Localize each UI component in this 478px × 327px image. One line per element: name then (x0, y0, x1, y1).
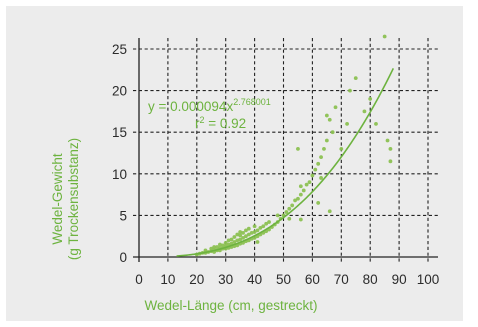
data-point (284, 210, 289, 214)
data-point (241, 230, 245, 235)
r-squared-label: r2 = 0.92 (195, 115, 246, 131)
x-tick-label-40: 40 (247, 272, 262, 287)
data-point (241, 235, 245, 240)
x-tick-label-100: 100 (417, 272, 440, 287)
x-tick-label-30: 30 (218, 272, 233, 287)
data-point (316, 161, 321, 166)
data-point (348, 88, 352, 93)
x-tick-label-80: 80 (363, 272, 378, 287)
data-point (362, 109, 367, 114)
y-tick-label-25: 25 (112, 42, 127, 57)
data-point (249, 230, 254, 235)
data-point (232, 235, 237, 239)
y-tick-label-15: 15 (112, 125, 127, 140)
data-point (287, 206, 292, 211)
data-point (388, 146, 393, 151)
y-tick-label-10: 10 (112, 167, 127, 182)
data-point (235, 232, 240, 237)
data-point (330, 130, 335, 135)
data-point (298, 217, 303, 222)
data-point (316, 201, 321, 205)
data-point (301, 188, 306, 193)
data-point (290, 203, 295, 208)
data-point (238, 233, 243, 238)
data-point (246, 232, 251, 237)
x-tick-label-10: 10 (160, 272, 175, 287)
x-axis-title: Wedel-Länge (cm, gestreckt) (144, 298, 317, 313)
data-point (296, 196, 300, 201)
data-point (296, 146, 300, 151)
data-point (339, 146, 344, 151)
data-point (229, 237, 234, 242)
data-point (324, 113, 329, 118)
data-point (246, 226, 251, 231)
data-point (319, 176, 323, 180)
data-point (322, 146, 326, 151)
data-point (333, 105, 338, 110)
data-point (388, 159, 393, 164)
data-point (368, 97, 373, 101)
data-point (209, 246, 214, 251)
data-point (215, 245, 219, 249)
data-point (345, 121, 349, 126)
data-point (264, 221, 269, 226)
data-point (287, 216, 292, 221)
data-point (238, 230, 243, 234)
x-tick-label-70: 70 (334, 272, 349, 287)
data-point (327, 117, 332, 122)
data-point (298, 184, 303, 189)
y-tick-label-5: 5 (119, 208, 127, 223)
data-point (353, 76, 358, 81)
x-tick-label-50: 50 (276, 272, 291, 287)
y-tick-label-0: 0 (119, 250, 127, 265)
data-point (244, 228, 248, 233)
data-point (298, 192, 303, 197)
data-point (374, 121, 378, 126)
data-point (267, 220, 271, 224)
fit-equation: y = 0.000094x2.768001 (148, 97, 271, 114)
regression-curve (176, 68, 395, 257)
chart-figure: 0 5 10 15 20 25 0 10 20 30 40 50 60 70 80 90 100 y = 0.00… (6, 6, 463, 321)
x-tick-label-60: 60 (305, 272, 320, 287)
data-point (226, 238, 231, 243)
data-point (238, 237, 243, 242)
x-tick-label-0: 0 (135, 272, 143, 287)
data-point (319, 155, 323, 160)
y-axis-title-line1: Wedel-Gewicht (50, 153, 65, 245)
data-point (275, 213, 280, 218)
y-axis-title-line2: (g Trockensubstanz) (66, 138, 81, 260)
data-point (382, 34, 387, 39)
data-point (304, 182, 309, 187)
data-point (232, 240, 237, 244)
scatter-chart: 0 5 10 15 20 25 0 10 20 30 40 50 60 70 80 90 100 y = 0.00… (50, 34, 440, 313)
data-point (327, 209, 332, 214)
data-point (385, 138, 390, 143)
data-point (223, 240, 228, 245)
x-tick-label-90: 90 (392, 272, 407, 287)
data-point (324, 138, 329, 143)
data-point (244, 234, 248, 239)
data-point (293, 198, 297, 203)
data-point (310, 173, 315, 178)
x-tick-label-20: 20 (189, 272, 204, 287)
data-point (218, 242, 222, 247)
data-point (261, 224, 266, 229)
data-point (252, 230, 257, 234)
data-point (212, 245, 217, 249)
data-point (307, 180, 312, 185)
data-point (255, 228, 260, 233)
data-point (235, 238, 240, 243)
data-point (203, 248, 208, 253)
data-point (313, 167, 318, 172)
data-point (220, 243, 225, 248)
y-tick-label-20: 20 (112, 84, 127, 99)
data-point (255, 240, 260, 244)
data-point (258, 225, 263, 230)
data-point (252, 224, 257, 229)
